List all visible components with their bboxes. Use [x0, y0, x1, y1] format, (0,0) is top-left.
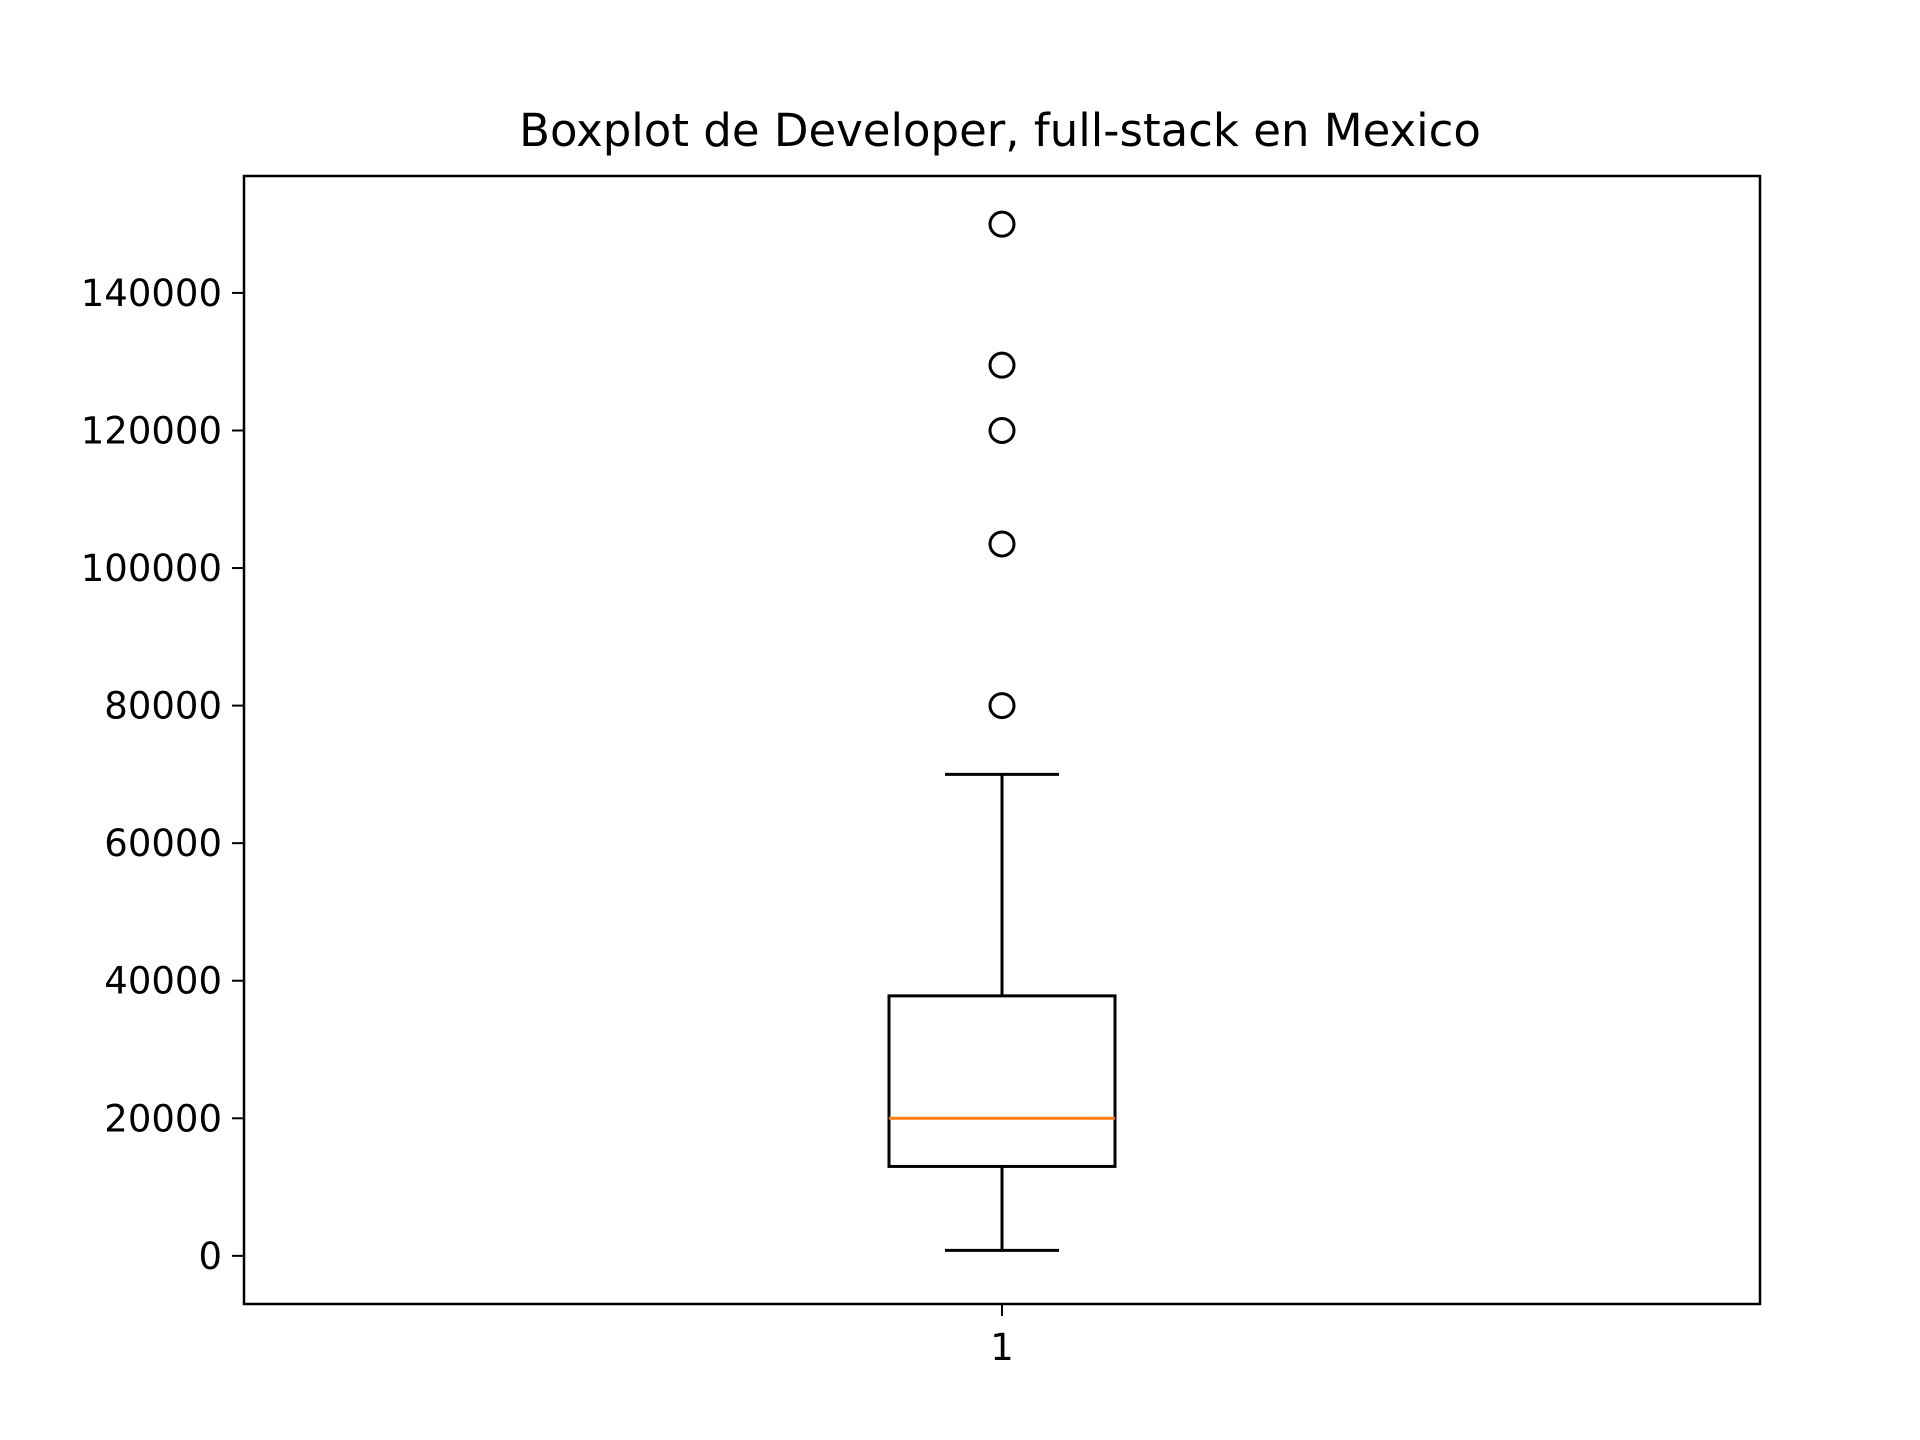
- y-tick-label: 0: [198, 1235, 222, 1278]
- y-tick-label: 120000: [81, 409, 222, 452]
- outlier-point: [988, 692, 1016, 720]
- outlier-point: [988, 416, 1016, 444]
- y-tick-label: 80000: [104, 685, 222, 728]
- x-tick-label: 1: [990, 1326, 1014, 1369]
- outlier-point: [988, 210, 1016, 238]
- y-tick-label: 20000: [104, 1097, 222, 1140]
- y-tick-label: 40000: [104, 960, 222, 1003]
- iqr-box: [887, 994, 1117, 1168]
- plot-area: 0 20000 40000 60000 80000 100000 120000 140000 1: [81, 174, 1762, 1369]
- y-tick-label: 140000: [81, 272, 222, 315]
- y-tick-label: 60000: [104, 822, 222, 865]
- axes-frame: [242, 174, 1762, 1306]
- y-tick-label: 100000: [81, 547, 222, 590]
- outlier-point: [988, 530, 1016, 558]
- outlier-point: [988, 351, 1016, 379]
- chart-title: Boxplot de Developer, full-stack en Mexi…: [519, 104, 1481, 157]
